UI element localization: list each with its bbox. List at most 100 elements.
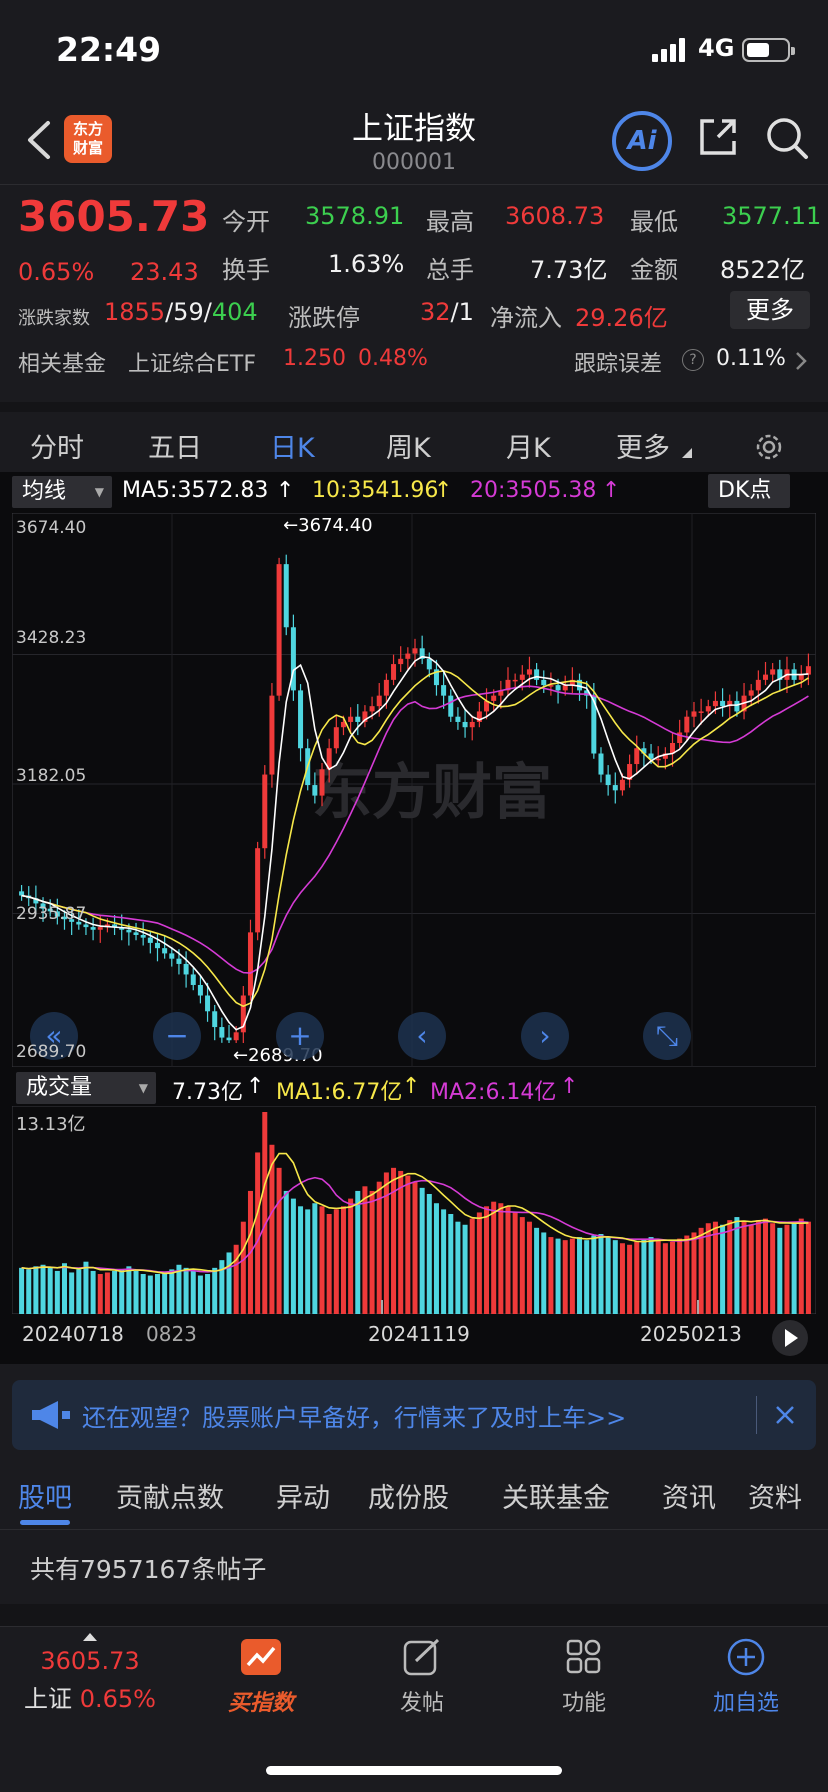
chevron-left-icon[interactable]: ‹ bbox=[398, 1012, 446, 1060]
volume-bar bbox=[505, 1206, 511, 1314]
tab-movements[interactable]: 异动 bbox=[276, 1483, 330, 1514]
candle-body bbox=[641, 748, 647, 754]
candle-body bbox=[591, 695, 597, 754]
share-icon[interactable] bbox=[696, 115, 740, 159]
tab-intraday[interactable]: 分时 bbox=[30, 433, 84, 464]
promo-banner[interactable]: 还在观望？股票账户早备好，行情来了及时上车>> bbox=[12, 1380, 816, 1450]
volume-bar bbox=[748, 1224, 754, 1314]
open-value: 3578.91 bbox=[305, 202, 405, 230]
volume-bar bbox=[312, 1203, 318, 1314]
volume-bar bbox=[205, 1274, 211, 1314]
tab-related-funds[interactable]: 关联基金 bbox=[502, 1483, 610, 1514]
volume-bar bbox=[255, 1152, 261, 1314]
tab-contribution[interactable]: 贡献点数 bbox=[116, 1483, 224, 1514]
volume-selector[interactable]: 成交量 ▼ bbox=[16, 1072, 156, 1104]
index-widget[interactable]: 3605.73 上证 0.65% bbox=[22, 1633, 158, 1714]
volume-bar bbox=[140, 1274, 146, 1314]
candle-body bbox=[383, 679, 389, 696]
kline-chart[interactable]: 东方财富 ←3674.40←2689.70 «− + ‹ › ⤡ bbox=[12, 513, 816, 1067]
volume-bar bbox=[33, 1266, 39, 1314]
volume-ma1-line bbox=[21, 1152, 809, 1275]
tab-monthly-k[interactable]: 月K bbox=[506, 433, 551, 464]
related-fund-row[interactable]: 相关基金 上证综合ETF 1.250 0.48% 跟踪误差 ? 0.11% bbox=[0, 346, 828, 386]
volume-bar bbox=[469, 1218, 475, 1314]
candle-body bbox=[226, 1037, 232, 1041]
chart-control-buttons: « − + ‹ › ⤡ bbox=[30, 1012, 691, 1060]
trend-chart-icon bbox=[241, 1639, 281, 1675]
tab-daily-k[interactable]: 日K bbox=[270, 433, 315, 464]
volume-bar bbox=[383, 1172, 389, 1314]
ma-selector[interactable]: 均线 ▼ bbox=[12, 476, 112, 508]
candle-body bbox=[720, 700, 726, 707]
zoom-in-icon[interactable]: + bbox=[276, 1012, 324, 1060]
high-label: 最高 bbox=[426, 208, 474, 236]
volume-bar bbox=[398, 1170, 404, 1314]
post-button[interactable]: 发帖 bbox=[372, 1637, 472, 1717]
volume-chart[interactable] bbox=[12, 1106, 816, 1314]
candle-body bbox=[512, 679, 518, 682]
tab-guba[interactable]: 股吧 bbox=[18, 1483, 72, 1514]
candle-body bbox=[770, 669, 776, 675]
volume-bar bbox=[734, 1217, 740, 1314]
candle-body bbox=[54, 911, 60, 917]
volume-bar bbox=[584, 1240, 590, 1314]
fund-price: 1.250 bbox=[283, 346, 346, 371]
volume-bar bbox=[240, 1221, 246, 1314]
volume-bar bbox=[491, 1201, 497, 1314]
volume-bar bbox=[47, 1267, 53, 1314]
candle-body bbox=[469, 721, 475, 728]
candle-body bbox=[426, 658, 432, 670]
candle-body bbox=[162, 948, 168, 954]
candle-body bbox=[748, 690, 754, 696]
volume-bar bbox=[19, 1267, 25, 1314]
volume-bar bbox=[798, 1218, 804, 1314]
chevron-right-icon[interactable]: › bbox=[521, 1012, 569, 1060]
play-button[interactable] bbox=[772, 1320, 808, 1356]
tab-five-day[interactable]: 五日 bbox=[148, 433, 202, 464]
volume-bar bbox=[605, 1237, 611, 1314]
candle-body bbox=[755, 679, 761, 691]
candle-body bbox=[33, 898, 39, 904]
y-tick-label: 3428.23 bbox=[16, 628, 87, 648]
candle-body bbox=[727, 700, 733, 707]
help-icon[interactable]: ? bbox=[682, 349, 704, 371]
ma20-line bbox=[21, 685, 809, 974]
ai-button[interactable]: Ai bbox=[612, 111, 672, 171]
volume-bar bbox=[90, 1270, 96, 1314]
volume-bar bbox=[369, 1190, 375, 1314]
candle-body bbox=[319, 769, 325, 796]
candle-body bbox=[534, 669, 540, 680]
candle-body bbox=[677, 732, 683, 743]
candle-body bbox=[405, 653, 411, 659]
tab-more[interactable]: 更多 bbox=[616, 433, 670, 464]
ma10-legend: 10:3541.96 bbox=[312, 478, 439, 503]
dk-point-button[interactable]: DK点 bbox=[708, 474, 790, 508]
zoom-out-icon[interactable]: − bbox=[153, 1012, 201, 1060]
gear-icon[interactable] bbox=[752, 430, 786, 464]
volume-bar bbox=[169, 1269, 175, 1314]
more-button[interactable]: 更多 bbox=[730, 291, 810, 329]
volume-bar bbox=[162, 1272, 168, 1314]
tab-weekly-k[interactable]: 周K bbox=[386, 433, 431, 464]
fullscreen-icon[interactable]: ⤡ bbox=[643, 1012, 691, 1060]
volume-bar bbox=[119, 1269, 125, 1314]
tab-constituents[interactable]: 成份股 bbox=[368, 1483, 449, 1514]
volume-bar bbox=[97, 1274, 103, 1314]
close-icon[interactable] bbox=[774, 1404, 796, 1426]
banner-text: 还在观望？股票账户早备好，行情来了及时上车>> bbox=[82, 1404, 627, 1432]
rewind-icon[interactable]: « bbox=[30, 1012, 78, 1060]
buy-index-button[interactable]: 买指数 bbox=[206, 1637, 316, 1717]
back-chevron-icon[interactable] bbox=[20, 117, 60, 163]
functions-button[interactable]: 功能 bbox=[534, 1637, 634, 1717]
volume-bar bbox=[791, 1221, 797, 1314]
tab-news[interactable]: 资讯 bbox=[662, 1483, 716, 1514]
volume-bar bbox=[112, 1270, 118, 1314]
search-icon[interactable] bbox=[764, 115, 810, 161]
svg-text:›: › bbox=[539, 1019, 550, 1052]
add-watchlist-button[interactable]: 加自选 bbox=[696, 1637, 796, 1717]
volume-bar bbox=[784, 1224, 790, 1314]
tab-profile[interactable]: 资料 bbox=[748, 1483, 802, 1514]
volume-bar bbox=[591, 1235, 597, 1314]
volume-bar bbox=[133, 1270, 139, 1314]
vol-ma2-arrow: ↑ bbox=[560, 1074, 579, 1099]
